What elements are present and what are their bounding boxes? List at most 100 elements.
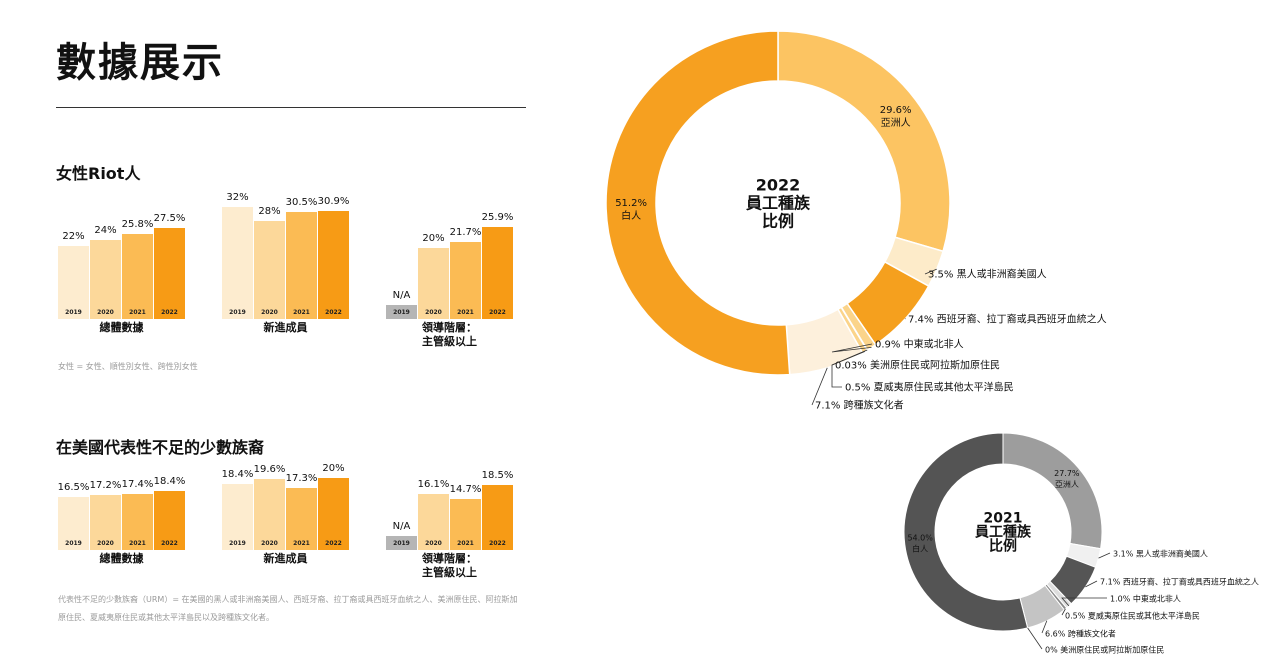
donut-center-title-line: 員工種族 — [745, 193, 811, 212]
women-section-heading: 女性Riot人 — [56, 164, 141, 183]
donut-leader-line — [1027, 627, 1043, 650]
urm-definition-note: 代表性不足的少數族裔（URM）= 在美國的黑人或非洲裔美國人、西班牙裔、拉丁裔或… — [58, 591, 538, 627]
bar-urm-leadership-2021 — [450, 498, 481, 550]
bar-year-label: 2019 — [393, 540, 410, 547]
donut-leader-line — [924, 268, 937, 275]
bar-urm-overall-2020 — [90, 494, 121, 550]
bar-year-label: 2021 — [293, 540, 310, 547]
urm-note-line-2: 原住民、夏威夷原住民或其他太平洋島民以及跨種族文化者。 — [58, 613, 274, 622]
bar-women-overall-2022 — [154, 228, 185, 319]
bar-year-label: 2022 — [325, 309, 342, 316]
bar-group-caption: 領導階層： 主管級以上 — [422, 321, 477, 348]
bar-value-label: 25.8% — [121, 218, 154, 230]
donut-center-title-line: 比例 — [762, 211, 794, 230]
bar-urm-leadership-2022 — [482, 485, 513, 550]
bar-women-new-2022 — [318, 210, 349, 319]
donut-outside-label: 3.5% 黑人或非洲裔美國人 — [928, 268, 1047, 281]
bar-value-label: 32% — [226, 192, 249, 203]
donut-outside-label: 0.03% 美洲原住民或阿拉斯加原住民 — [835, 359, 1000, 372]
bar-value-label: 17.2% — [89, 479, 122, 491]
bar-value-label: 21.7% — [449, 226, 482, 238]
donut-outside-label: 1.0% 中東或北非人 — [1110, 594, 1181, 604]
bar-value-label: 24% — [94, 224, 117, 236]
donut-leader-line — [831, 343, 873, 353]
donut-slice-donut-2022-7 — [605, 30, 791, 376]
bar-urm-new-2020 — [254, 479, 285, 550]
bar-value-label: 19.6% — [253, 464, 286, 476]
bar-value-label: 16.5% — [57, 482, 90, 494]
urm-section-heading: 在美國代表性不足的少數族裔 — [56, 438, 265, 457]
donut-outside-label: 7.4% 西班牙裔、拉丁裔或具西班牙血統之人 — [908, 313, 1107, 326]
bar-year-label: 2020 — [425, 309, 442, 316]
women-leadership-chart: 2019 N/A 2020 20% 2021 21.7% 2022 25.9% 領導階層： 主管… — [386, 190, 516, 350]
donut-inside-name: 亞洲人 — [881, 117, 911, 129]
bar-year-label: 2022 — [325, 540, 342, 547]
bar-year-label: 2019 — [229, 540, 246, 547]
donut-leader-line — [831, 351, 865, 388]
donut-leader-line — [1085, 580, 1098, 588]
donut-center-title-line: 比例 — [989, 538, 1017, 555]
donut-leader-line — [1041, 620, 1048, 634]
bar-value-label: 18.5% — [481, 470, 514, 482]
bar-value-label: 20% — [422, 233, 445, 244]
bar-urm-new-2021 — [286, 487, 317, 550]
bar-value-label: 18.4% — [221, 468, 254, 480]
donut-leader-line — [1098, 552, 1111, 559]
donut-center-title-line: 2022 — [756, 175, 801, 194]
bar-women-leadership-2019 — [386, 305, 417, 319]
bar-year-label: 2021 — [293, 309, 310, 316]
donut-outside-label: 7.1% 跨種族文化者 — [815, 399, 904, 412]
donut-leader-line — [1061, 597, 1107, 607]
donut-outside-label: 0.9% 中東或北非人 — [875, 338, 964, 351]
donut-inside-name: 白人 — [912, 543, 928, 553]
urm-leadership-chart: 2019 N/A 2020 16.1% 2021 14.7% 2022 18.5% 領導階層： … — [386, 464, 516, 586]
bar-value-label: 18.4% — [153, 476, 186, 488]
donut-outside-label: 0.5% 夏威夷原住民或其他太平洋島民 — [1065, 611, 1200, 621]
bar-year-label: 2021 — [457, 540, 474, 547]
bar-urm-leadership-2020 — [418, 493, 449, 550]
bar-year-label: 2022 — [161, 540, 178, 547]
bar-group-caption: 領導階層： 主管級以上 — [422, 552, 477, 579]
bar-value-label: N/A — [392, 290, 411, 301]
bar-urm-overall-2021 — [122, 494, 153, 550]
donut-inside-value: 27.7% — [1054, 469, 1080, 478]
bar-urm-new-2019 — [222, 483, 253, 550]
women-new-hires-chart: 2019 32% 2020 28% 2021 30.5% 2022 30.9% 新進成員 — [222, 190, 352, 350]
donut-outside-label: 3.1% 黑人或非洲裔美國人 — [1113, 549, 1208, 559]
bar-value-label: 30.9% — [317, 195, 350, 207]
bar-group-caption: 新進成員 — [263, 321, 308, 334]
bar-women-new-2021 — [286, 212, 317, 319]
bar-year-label: 2019 — [65, 309, 82, 316]
bar-value-label: 28% — [258, 206, 281, 217]
bar-year-label: 2022 — [489, 309, 506, 316]
bar-year-label: 2019 — [65, 540, 82, 547]
bar-year-label: 2020 — [261, 540, 278, 547]
bar-year-label: 2020 — [425, 540, 442, 547]
bar-value-label: 17.3% — [285, 472, 318, 484]
donut-outside-label: 0.5% 夏威夷原住民或其他太平洋島民 — [845, 381, 1014, 394]
bar-value-label: 22% — [62, 231, 85, 243]
bar-year-label: 2021 — [457, 309, 474, 316]
bar-year-label: 2022 — [489, 540, 506, 547]
donut-center-title-line: 員工種族 — [974, 524, 1032, 541]
bar-urm-leadership-2019 — [386, 536, 417, 550]
donut-slice-donut-2022-0 — [777, 30, 951, 253]
bar-women-new-2019 — [222, 207, 253, 319]
donut-outside-label: 7.1% 西班牙裔、拉丁裔或具西班牙血統之人 — [1100, 577, 1259, 587]
women-overall-chart: 2019 22% 2020 24% 2021 25.8% 2022 27.5% 總體數據 — [58, 190, 188, 350]
bar-year-label: 2019 — [229, 309, 246, 316]
bar-value-label: 25.9% — [481, 212, 514, 224]
bar-women-new-2020 — [254, 221, 285, 319]
bar-year-label: 2021 — [129, 540, 146, 547]
bar-group-caption: 新進成員 — [263, 552, 308, 565]
urm-note-line-1: 代表性不足的少數族裔（URM）= 在美國的黑人或非洲裔美國人、西班牙裔、拉丁裔或… — [58, 595, 518, 604]
bar-group-caption: 總體數據 — [99, 321, 144, 334]
bar-women-overall-2020 — [90, 239, 121, 319]
women-definition-note: 女性 = 女性、順性別女性、跨性別女性 — [58, 362, 198, 371]
bar-value-label: N/A — [392, 521, 411, 532]
bar-value-label: 20% — [322, 463, 345, 474]
bar-women-overall-2019 — [58, 246, 89, 319]
donut-leader-line — [1061, 608, 1066, 616]
